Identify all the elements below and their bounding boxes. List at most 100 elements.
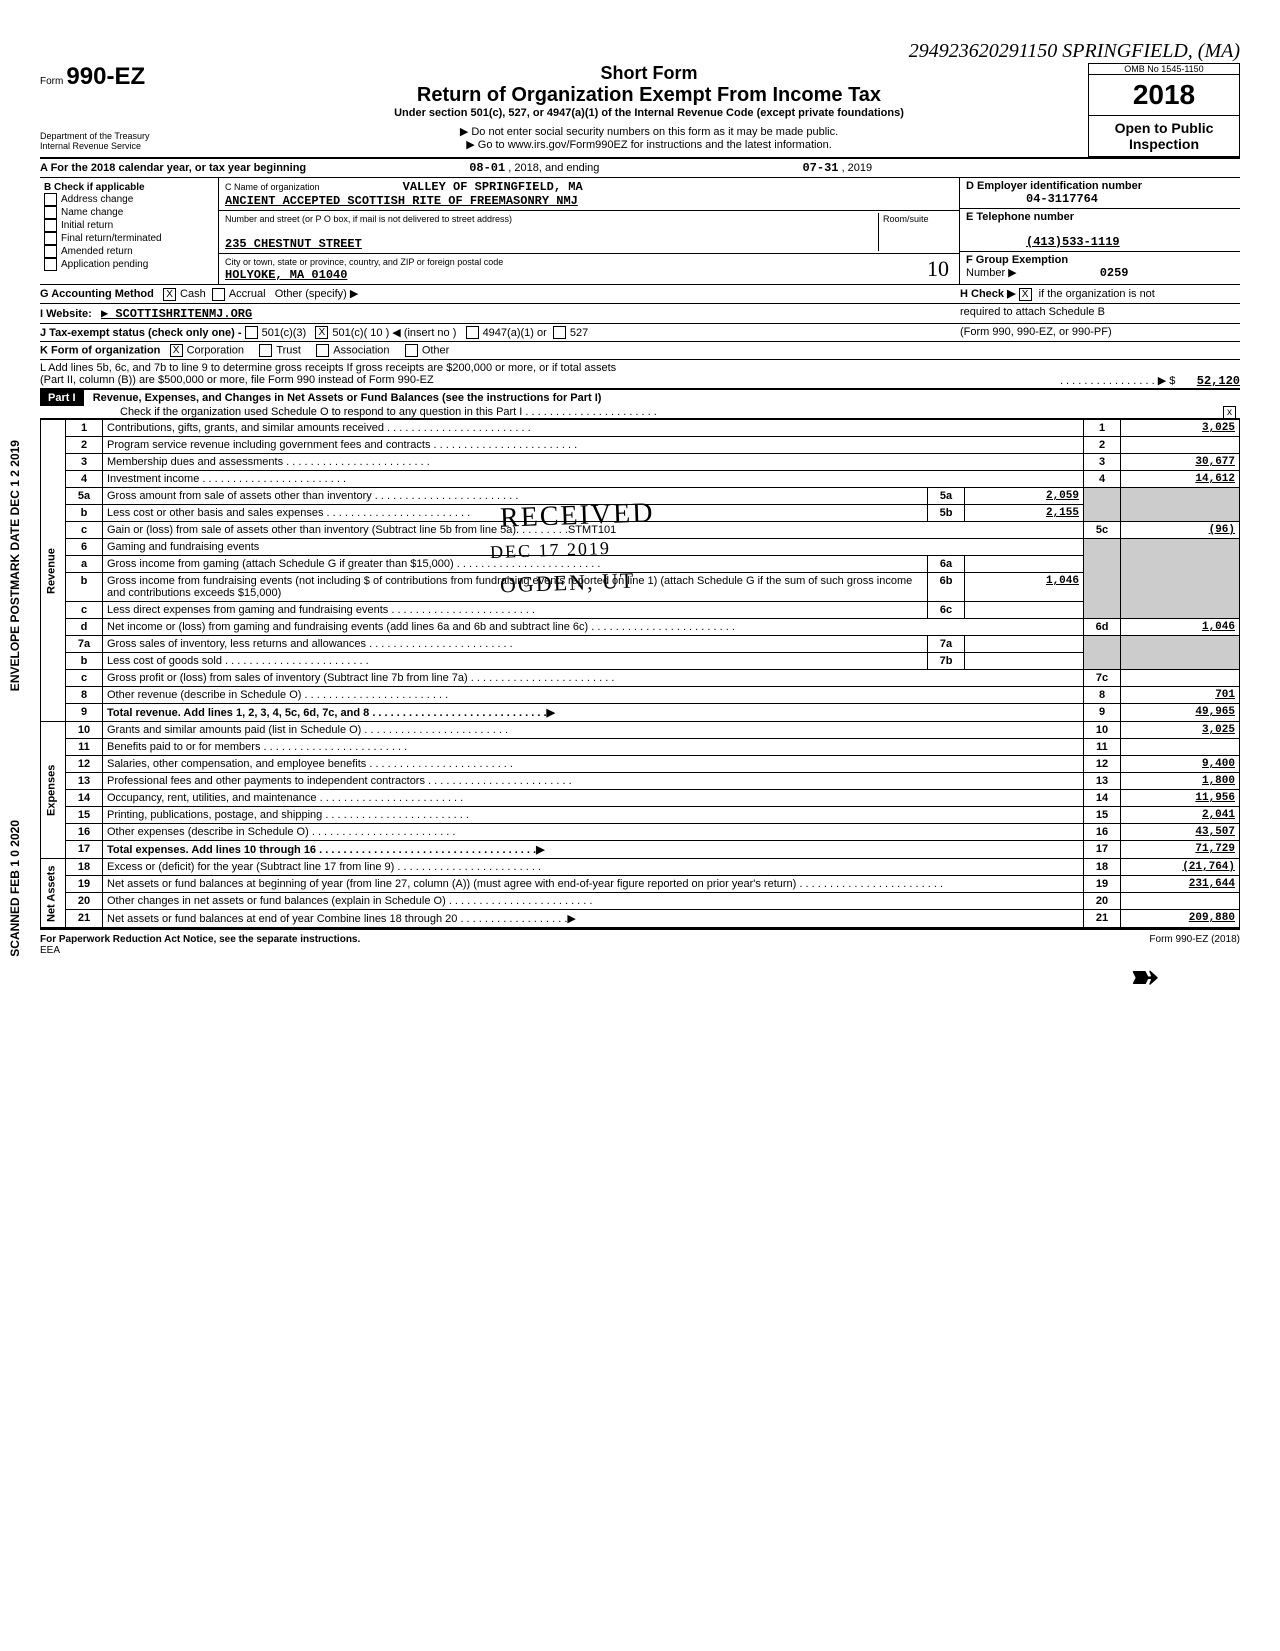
cb-other-org[interactable] — [405, 344, 418, 357]
l5a-desc: Gross amount from sale of assets other t… — [103, 488, 928, 505]
subtitle: Under section 501(c), 527, or 4947(a)(1)… — [210, 107, 1088, 119]
dept-treasury: Department of the Treasury — [40, 131, 210, 141]
l6a-num: a — [66, 556, 103, 573]
l6b-sv: 1,046 — [965, 573, 1084, 602]
ein: 04-3117764 — [1026, 192, 1098, 206]
cb-501c3[interactable] — [245, 326, 258, 339]
l6c-desc: Less direct expenses from gaming and fun… — [103, 602, 928, 619]
l3-desc: Membership dues and assessments — [103, 454, 1084, 471]
box-def: D Employer identification number 04-3117… — [959, 178, 1240, 284]
lbl-4947a1: 4947(a)(1) or — [483, 327, 547, 339]
l6c-sb: 6c — [928, 602, 965, 619]
line-a: A For the 2018 calendar year, or tax yea… — [40, 157, 1240, 177]
l9-val: 49,965 — [1121, 704, 1240, 722]
line-g-label: G Accounting Method — [40, 288, 154, 300]
l5a-sv: 2,059 — [965, 488, 1084, 505]
cb-527[interactable] — [553, 326, 566, 339]
cb-schedule-o[interactable]: x — [1223, 406, 1236, 419]
box-c: C Name of organization VALLEY OF SPRINGF… — [219, 178, 959, 284]
l7a-sb: 7a — [928, 636, 965, 653]
l21-desc: Net assets or fund balances at end of ye… — [103, 910, 1084, 928]
cb-address-change[interactable] — [44, 193, 57, 206]
l10-desc: Grants and similar amounts paid (list in… — [103, 722, 1084, 739]
l7c-desc: Gross profit or (loss) from sales of inv… — [103, 670, 1084, 687]
omb-number: OMB No 1545-1150 — [1089, 64, 1239, 74]
line-a-mid: , 2018, and ending — [508, 162, 599, 174]
cb-amended[interactable] — [44, 245, 57, 258]
cb-schedule-b[interactable]: X — [1019, 288, 1032, 301]
lbl-501c3: 501(c)(3) — [262, 327, 307, 339]
l8-desc: Other revenue (describe in Schedule O) — [103, 687, 1084, 704]
l7b-num: b — [66, 653, 103, 670]
l14-rn: 14 — [1084, 790, 1121, 807]
group-exemption: 0259 — [1100, 266, 1129, 280]
box-c-name-label: C Name of organization — [225, 182, 320, 192]
l6d-desc: Net income or (loss) from gaming and fun… — [103, 619, 1084, 636]
line-h-label: H Check ▶ — [960, 288, 1016, 300]
l6-desc: Gaming and fundraising events — [103, 539, 1084, 556]
l16-val: 43,507 — [1121, 824, 1240, 841]
l6d-num: d — [66, 619, 103, 636]
l10-rn: 10 — [1084, 722, 1121, 739]
side-expenses: Expenses — [41, 722, 66, 859]
cb-final[interactable] — [44, 232, 57, 245]
l5a-sb: 5a — [928, 488, 965, 505]
ty-end: 07-31 — [802, 161, 838, 175]
l7c-val — [1121, 670, 1240, 687]
box-c-addr-label: Number and street (or P O box, if mail i… — [225, 214, 512, 224]
l6d-val: 1,046 — [1121, 619, 1240, 636]
line-a-endyear: , 2019 — [842, 162, 873, 174]
l5c-val: (96) — [1121, 522, 1240, 539]
l9-desc: Total revenue. Add lines 1, 2, 3, 4, 5c,… — [103, 704, 1084, 722]
l21-num: 21 — [66, 910, 103, 928]
l14-val: 11,956 — [1121, 790, 1240, 807]
org-street: 235 CHESTNUT STREET — [225, 237, 362, 251]
lbl-address-change: Address change — [61, 194, 133, 205]
l6a-sb: 6a — [928, 556, 965, 573]
footer-left: For Paperwork Reduction Act Notice, see … — [40, 934, 360, 945]
open-public: Open to Public — [1115, 120, 1214, 136]
phone: (413)533-1119 — [1026, 235, 1120, 249]
tax-year: 2018 — [1089, 74, 1239, 115]
l6a-desc: Gross income from gaming (attach Schedul… — [103, 556, 928, 573]
cb-accrual[interactable] — [212, 288, 225, 301]
l6b-desc: Gross income from fundraising events (no… — [103, 573, 928, 602]
l1-desc: Contributions, gifts, grants, and simila… — [103, 420, 1084, 437]
l7c-rn: 7c — [1084, 670, 1121, 687]
l16-num: 16 — [66, 824, 103, 841]
signature: ➽ — [40, 956, 1240, 998]
page-footer: For Paperwork Reduction Act Notice, see … — [40, 928, 1240, 956]
lbl-final: Final return/terminated — [61, 233, 162, 244]
l6b-sb: 6b — [928, 573, 965, 602]
l10-num: 10 — [66, 722, 103, 739]
l21-val: 209,880 — [1121, 910, 1240, 928]
cb-assoc[interactable] — [316, 344, 329, 357]
cb-cash[interactable]: X — [163, 288, 176, 301]
cb-name-change[interactable] — [44, 206, 57, 219]
lbl-other-method: Other (specify) ▶ — [275, 288, 359, 300]
l8-val: 701 — [1121, 687, 1240, 704]
cb-corp[interactable]: X — [170, 344, 183, 357]
l13-val: 1,800 — [1121, 773, 1240, 790]
l5b-sv: 2,155 — [965, 505, 1084, 522]
inspection: Inspection — [1129, 136, 1199, 152]
lbl-name-change: Name change — [61, 207, 123, 218]
l18-rn: 18 — [1084, 859, 1121, 876]
l10-val: 3,025 — [1121, 722, 1240, 739]
line-h-txt: if the organization is not — [1039, 288, 1155, 300]
cb-4947a1[interactable] — [466, 326, 479, 339]
l6a-sv — [965, 556, 1084, 573]
warn-1: ▶ Do not enter social security numbers o… — [210, 125, 1088, 138]
l12-num: 12 — [66, 756, 103, 773]
cb-initial[interactable] — [44, 219, 57, 232]
l3-rn: 3 — [1084, 454, 1121, 471]
cb-trust[interactable] — [259, 344, 272, 357]
lbl-527: 527 — [570, 327, 588, 339]
l7a-sv — [965, 636, 1084, 653]
cb-pending[interactable] — [44, 258, 57, 271]
l8-num: 8 — [66, 687, 103, 704]
l16-rn: 16 — [1084, 824, 1121, 841]
cb-501c[interactable]: X — [315, 326, 328, 339]
line-gh: G Accounting Method XCash Accrual Other … — [40, 285, 1240, 304]
l5ab-shade-v — [1121, 488, 1240, 522]
